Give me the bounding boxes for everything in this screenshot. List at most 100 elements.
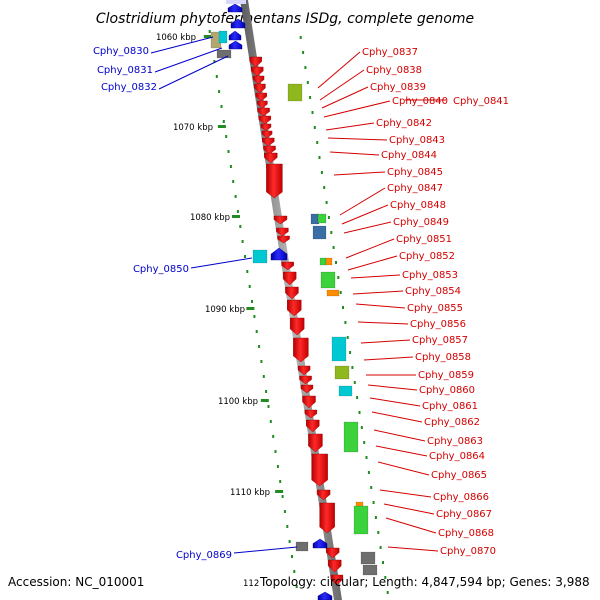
reverse-gene-arrow[interactable] [252, 75, 265, 85]
reverse-gene-label[interactable]: Cphy_0849 [393, 217, 449, 228]
reverse-gene-label[interactable]: Cphy_0862 [424, 417, 480, 428]
gene-block-green[interactable] [343, 421, 359, 453]
forward-gene-arrow[interactable] [230, 18, 246, 29]
reverse-gene-label[interactable]: Cphy_0854 [405, 286, 461, 297]
reverse-gene-label[interactable]: Cphy_0857 [412, 335, 468, 346]
reverse-gene-label[interactable]: Cphy_0855 [407, 303, 463, 314]
reverse-gene-label[interactable]: Cphy_0861 [422, 401, 478, 412]
reverse-gene-arrow[interactable] [255, 92, 267, 102]
reverse-gene-arrow[interactable] [306, 419, 320, 433]
reverse-gene-arrow[interactable] [299, 375, 312, 385]
forward-gene-label[interactable]: Cphy_0869 [176, 550, 232, 561]
gene-block-green[interactable] [319, 257, 327, 266]
gene-block-gray[interactable] [295, 541, 309, 552]
gene-block-steelblue[interactable] [312, 225, 327, 240]
gene-block-gray[interactable] [362, 564, 378, 576]
reverse-gene-label[interactable]: Cphy_0842 [376, 118, 432, 129]
forward-gene-label[interactable]: Cphy_0832 [101, 82, 157, 93]
reverse-gene-arrow[interactable] [261, 130, 273, 139]
gene-block-cyan[interactable] [218, 30, 228, 44]
gene-block-green[interactable] [320, 271, 336, 289]
gene-block-green[interactable] [317, 213, 327, 224]
reverse-gene-arrow[interactable] [263, 145, 276, 155]
reverse-gene-arrow[interactable] [260, 123, 272, 132]
forward-gene-arrow[interactable] [317, 591, 333, 600]
reverse-gene-arrow[interactable] [257, 107, 270, 117]
reverse-gene-label[interactable]: Cphy_0858 [415, 352, 471, 363]
forward-gene-arrow[interactable] [270, 247, 288, 261]
reverse-gene-label[interactable]: Cphy_0840 [392, 96, 448, 107]
tick-mark-outer [244, 255, 246, 258]
reverse-gene-arrow[interactable] [302, 395, 316, 409]
reverse-gene-label[interactable]: Cphy_0853 [402, 270, 458, 281]
gene-block-gray[interactable] [216, 49, 232, 59]
forward-gene-label[interactable]: Cphy_0830 [93, 46, 149, 57]
gene-block-cyan[interactable] [338, 385, 353, 397]
reverse-gene-label[interactable]: Cphy_0859 [418, 370, 474, 381]
reverse-gene-label[interactable]: Cphy_0860 [419, 385, 475, 396]
forward-gene-arrow[interactable] [228, 40, 243, 50]
reverse-gene-label[interactable]: Cphy_0864 [429, 451, 485, 462]
gene-block-olive[interactable] [287, 83, 303, 102]
reverse-gene-label[interactable]: Cphy_0867 [436, 509, 492, 520]
reverse-gene-arrow[interactable] [257, 100, 268, 109]
reverse-gene-arrow[interactable] [281, 261, 294, 271]
reverse-gene-label[interactable]: Cphy_0841 [453, 96, 509, 107]
reverse-gene-arrow[interactable] [251, 66, 264, 77]
reverse-gene-arrow[interactable] [258, 115, 272, 125]
reverse-gene-label[interactable]: Cphy_0838 [366, 65, 422, 76]
reverse-gene-arrow[interactable] [293, 337, 309, 363]
reverse-gene-arrow[interactable] [319, 502, 335, 534]
reverse-gene-arrow[interactable] [262, 137, 275, 147]
reverse-gene-label[interactable]: Cphy_0844 [381, 150, 437, 161]
reverse-gene-label[interactable]: Cphy_0837 [362, 47, 418, 58]
reverse-gene-arrow[interactable] [300, 384, 314, 394]
reverse-gene-label[interactable]: Cphy_0845 [387, 167, 443, 178]
gene-block-orange[interactable] [326, 289, 340, 297]
reverse-gene-arrow[interactable] [289, 317, 305, 336]
tick-mark-outer [229, 165, 232, 168]
reverse-gene-arrow[interactable] [249, 56, 262, 68]
reverse-gene-arrow[interactable] [308, 433, 323, 453]
forward-gene-arrow[interactable] [312, 538, 328, 549]
gene-block-olive[interactable] [334, 365, 350, 380]
gene-block-cyan[interactable] [252, 249, 268, 264]
gene-block-orange[interactable] [325, 257, 333, 266]
reverse-gene-label[interactable]: Cphy_0856 [410, 319, 466, 330]
reverse-gene-label[interactable]: Cphy_0866 [433, 492, 489, 503]
reverse-gene-arrow[interactable] [311, 453, 328, 487]
reverse-gene-arrow[interactable] [285, 286, 299, 300]
gene-block-green[interactable] [353, 505, 369, 535]
reverse-gene-label[interactable]: Cphy_0863 [427, 436, 483, 447]
reverse-gene-label[interactable]: Cphy_0851 [396, 234, 452, 245]
forward-gene-label[interactable]: Cphy_0831 [97, 65, 153, 76]
reverse-gene-arrow[interactable] [273, 215, 288, 225]
reverse-gene-arrow[interactable] [325, 547, 340, 559]
reverse-gene-label[interactable]: Cphy_0843 [389, 135, 445, 146]
reverse-gene-arrow[interactable] [287, 299, 302, 317]
reverse-gene-arrow[interactable] [304, 409, 318, 419]
reverse-gene-arrow[interactable] [316, 489, 331, 501]
forward-gene-arrow[interactable] [227, 3, 243, 13]
gene-block-gray[interactable] [360, 551, 376, 565]
reverse-gene-arrow[interactable] [282, 271, 297, 286]
reverse-gene-label[interactable]: Cphy_0865 [431, 470, 487, 481]
reverse-gene-arrow[interactable] [297, 365, 311, 376]
reverse-gene-arrow[interactable] [266, 163, 283, 199]
reverse-gene-label[interactable]: Cphy_0870 [440, 546, 496, 557]
reverse-gene-arrow[interactable] [330, 574, 344, 586]
reverse-gene-label[interactable]: Cphy_0848 [390, 200, 446, 211]
forward-gene-block[interactable] [226, 0, 246, 4]
reverse-gene-label[interactable]: Cphy_0868 [438, 528, 494, 539]
reverse-gene-arrow[interactable] [254, 83, 266, 94]
reverse-gene-label[interactable]: Cphy_0847 [387, 183, 443, 194]
reverse-gene-arrow[interactable] [276, 227, 289, 237]
reverse-gene-arrow[interactable] [277, 235, 290, 244]
reverse-gene-arrow[interactable] [327, 559, 342, 573]
reverse-gene-label[interactable]: Cphy_0839 [370, 82, 426, 93]
reverse-gene-label[interactable]: Cphy_0852 [399, 251, 455, 262]
forward-gene-label[interactable]: Cphy_0850 [133, 264, 189, 275]
gene-block-cyan[interactable] [331, 336, 347, 362]
forward-gene-arrow[interactable] [228, 30, 242, 41]
reverse-gene-arrow[interactable] [264, 152, 278, 164]
